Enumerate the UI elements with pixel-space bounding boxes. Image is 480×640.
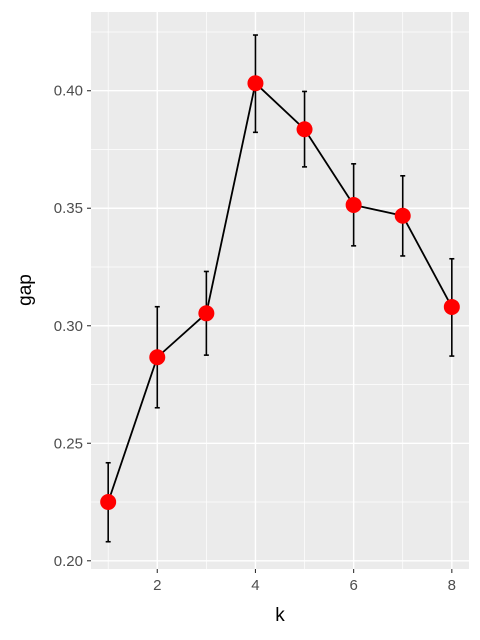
y-tick-label: 0.30 [54,318,83,335]
data-point [100,494,117,511]
x-tick-label: 6 [349,577,357,594]
y-tick-label: 0.35 [54,200,83,217]
x-tick-label: 8 [448,577,456,594]
data-point [345,196,362,213]
y-axis-title: gap [15,274,36,306]
data-point [198,305,215,322]
plot-panel [91,12,469,569]
data-points [100,75,460,511]
series-line-group [107,82,453,503]
x-tick-label: 2 [153,577,161,594]
y-tick-label: 0.20 [54,553,83,570]
data-point [443,298,460,315]
x-tick-label: 4 [251,577,259,594]
y-tick-label: 0.40 [54,83,83,100]
data-point [394,207,411,224]
series-line [107,82,453,503]
y-tick-label: 0.25 [54,435,83,452]
data-point [296,121,313,138]
data-point [149,349,166,366]
y-axis-ticks: 0.20 0.25 0.30 0.35 0.40 [54,83,91,570]
x-axis-title: k [275,605,285,626]
x-axis-ticks: 2 4 6 8 [153,569,456,594]
data-point [247,75,264,92]
